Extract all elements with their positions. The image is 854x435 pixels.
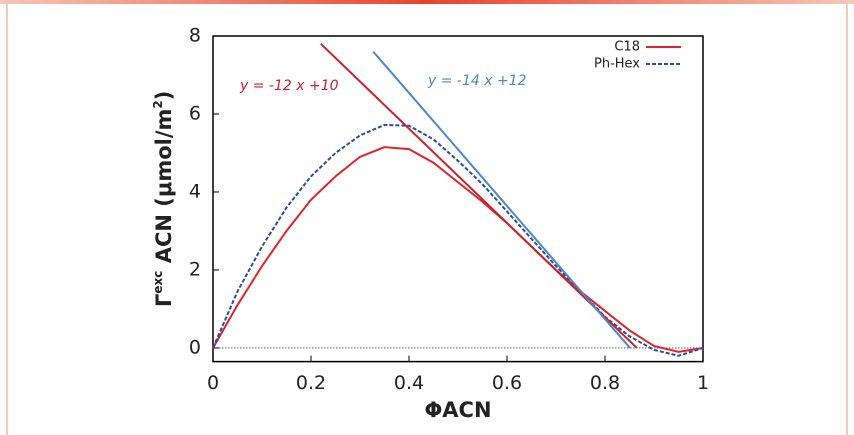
- y-tick-label: 2: [189, 258, 201, 280]
- y-tick-label: 4: [189, 180, 201, 202]
- x-tick-label: 0.8: [590, 372, 620, 394]
- y-axis-label-part: ): [152, 91, 176, 101]
- tangent-label: y = -14 x +12: [427, 73, 527, 89]
- plot-frame: [212, 35, 704, 363]
- x-tick-label: 0.6: [492, 372, 522, 394]
- x-tick-label: 0.4: [394, 372, 424, 394]
- legend-label: C18: [614, 40, 640, 55]
- y-axis-label-part: Γ: [152, 294, 176, 307]
- y-tick-label: 8: [189, 25, 201, 47]
- tangent-line: [372, 50, 631, 349]
- x-tick-label: 1: [697, 372, 709, 394]
- series-line: [212, 146, 704, 353]
- x-tick-label: 0.2: [296, 372, 326, 394]
- x-axis-label-part: Φ: [424, 398, 442, 422]
- y-tick-label: 0: [189, 336, 201, 358]
- y-axis-label-part: exc: [151, 271, 165, 294]
- x-tick-label: 0: [207, 372, 219, 394]
- top-bar: [0, 0, 854, 4]
- tangent-label: y = -12 x +10: [239, 78, 339, 94]
- legend-label: Ph-Hex: [594, 57, 640, 72]
- y-axis-label-part: ACN (μmol/m: [152, 109, 176, 271]
- y-tick-label: 6: [189, 102, 201, 124]
- y-axis-label-part: 2: [151, 100, 165, 108]
- x-axis-label: ΦACN: [424, 398, 491, 422]
- series-line: [212, 123, 704, 357]
- y-axis-label: Γexc ACN (μmol/m2): [151, 91, 177, 307]
- x-axis-label-part: ACN: [442, 398, 491, 422]
- tangent-line: [320, 43, 638, 349]
